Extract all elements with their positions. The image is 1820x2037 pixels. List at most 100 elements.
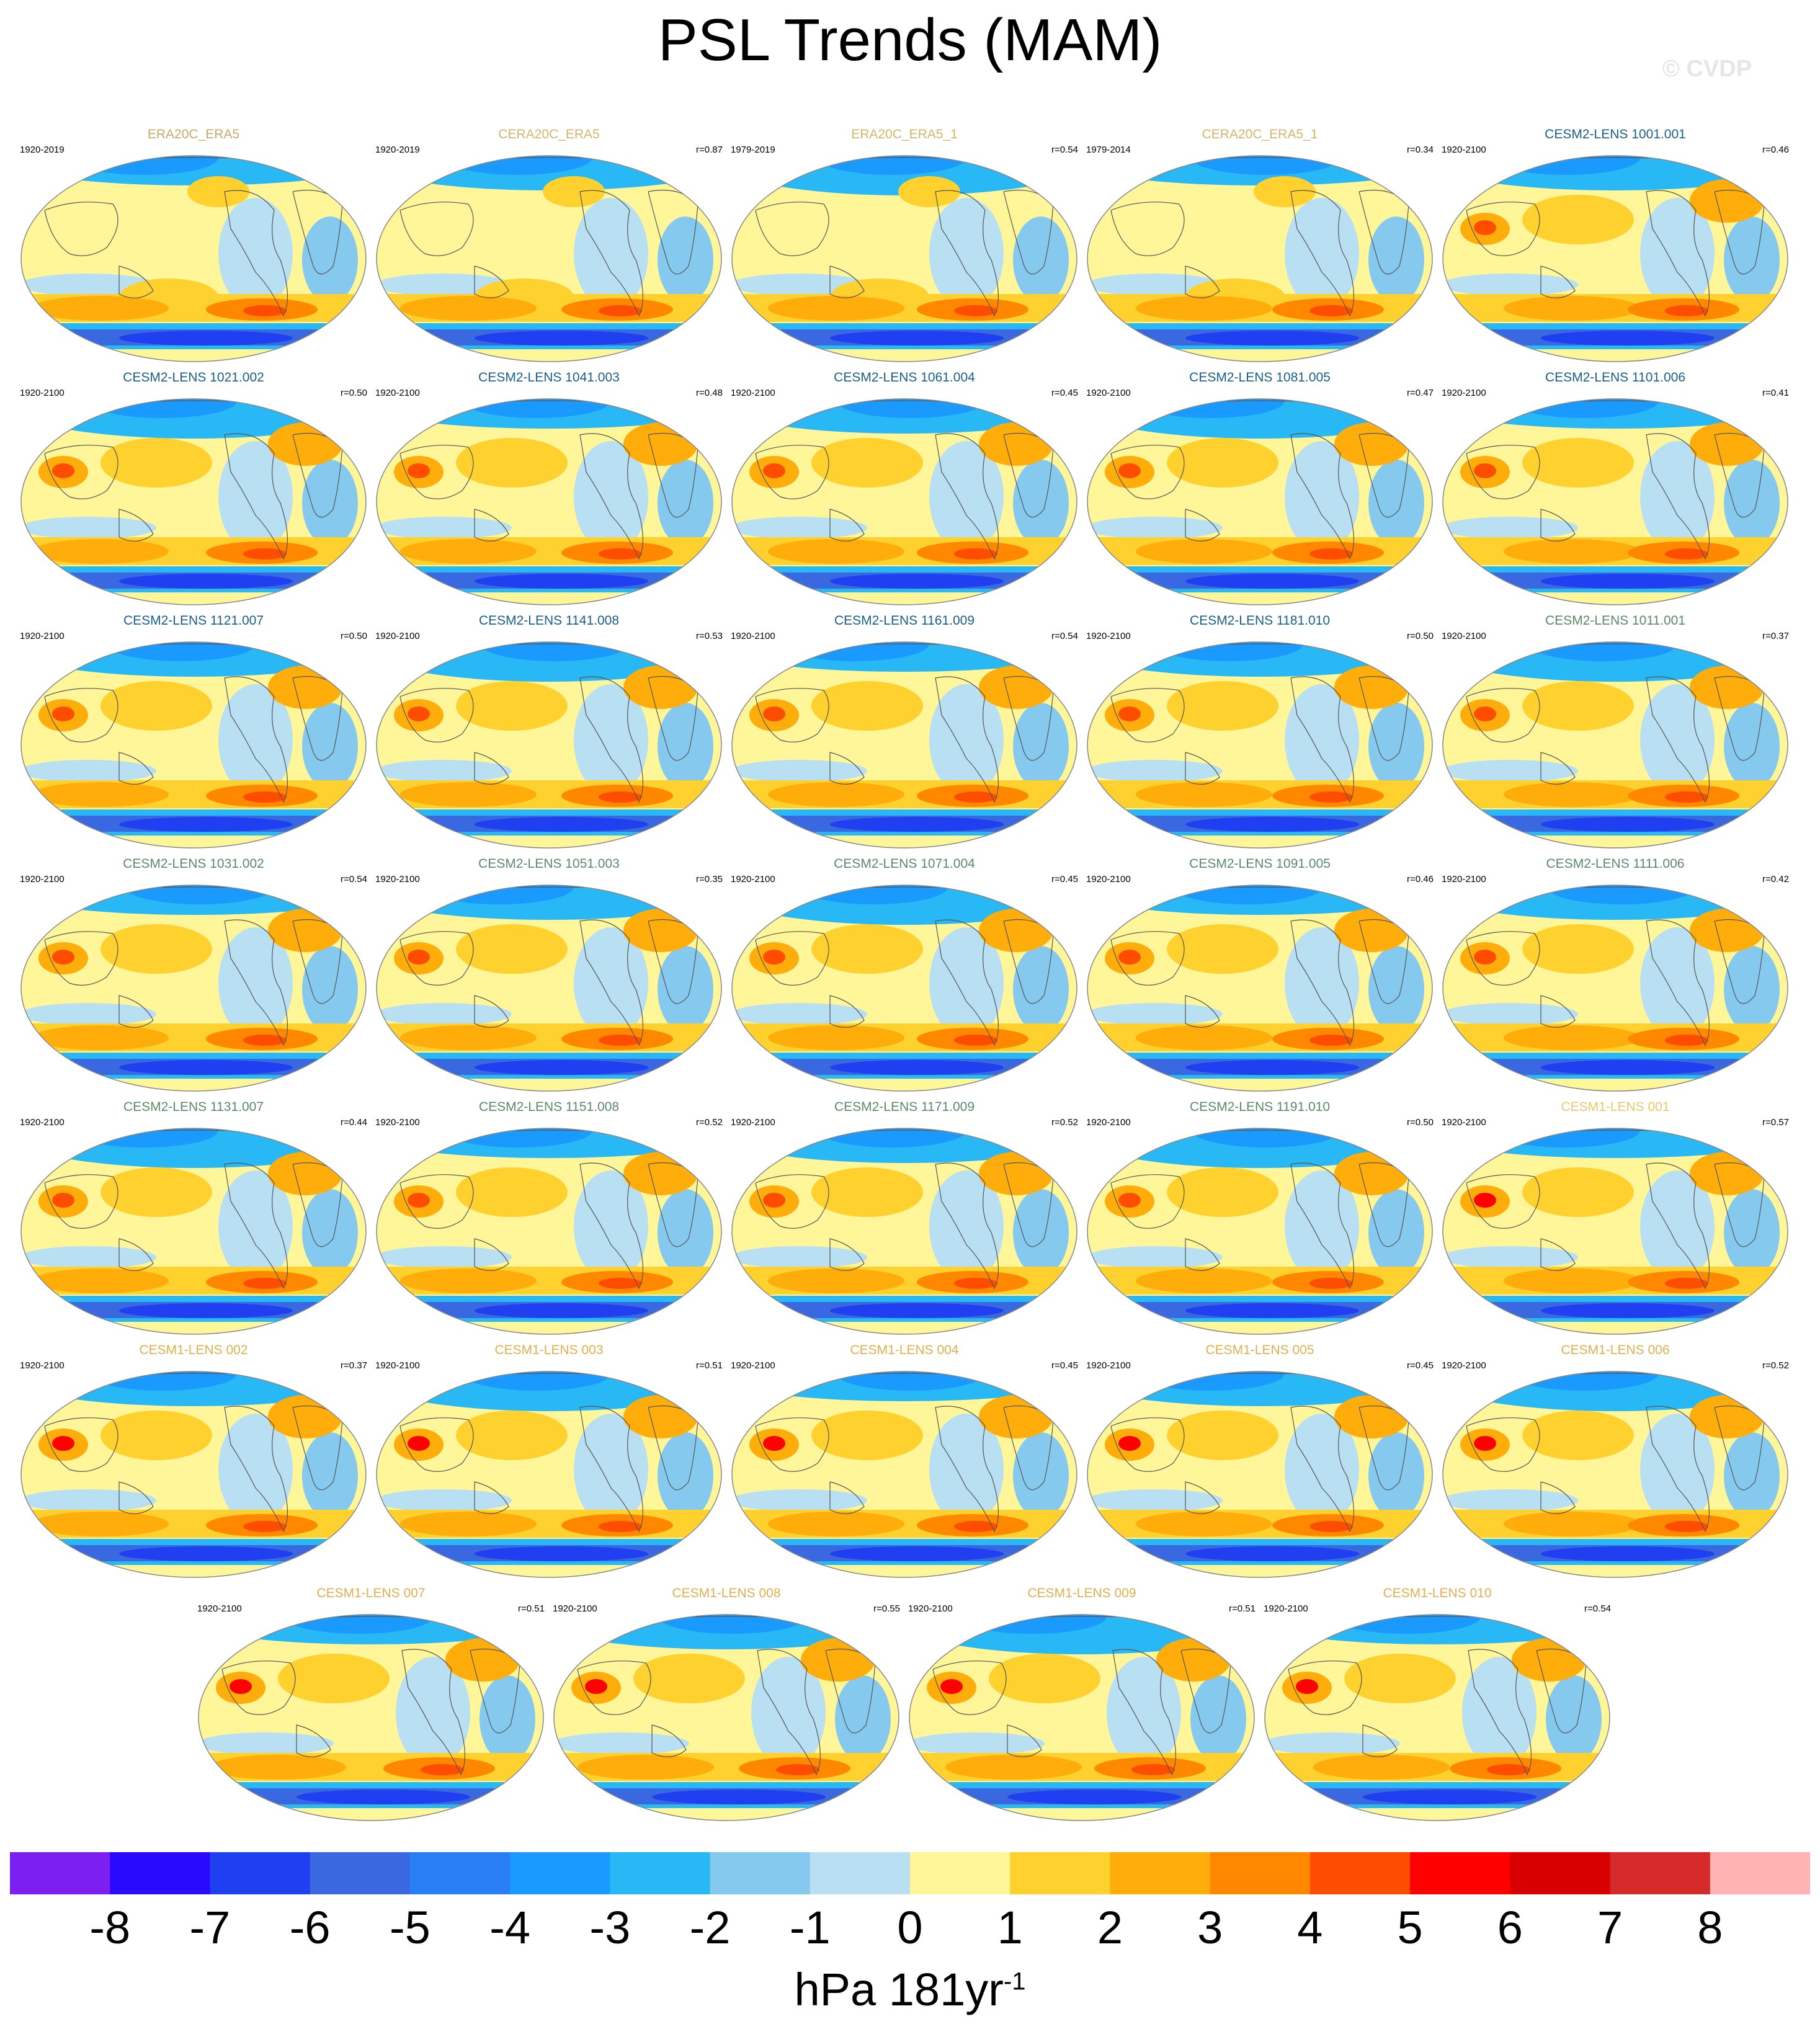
panel-years: 1920-2100 <box>375 1117 420 1128</box>
coastline-path <box>1110 445 1185 499</box>
asia-trend-core <box>1474 1193 1496 1208</box>
southern-ocean-peak <box>1185 331 1359 345</box>
panel-title: CESM2-LENS 1191.010 <box>1189 1100 1331 1114</box>
southern-midlat-core-1 <box>400 296 537 321</box>
panel-title: CESM2-LENS 1101.006 <box>1545 370 1686 385</box>
trend-map <box>909 1614 1255 1821</box>
southern-midlat-peak <box>954 548 997 559</box>
antarctic-trend <box>1087 1079 1432 1091</box>
map-border <box>198 1614 544 1821</box>
atlantic-trend-patch <box>1546 1675 1602 1762</box>
antarctic-trend <box>377 1079 721 1091</box>
map-panel: ERA20C_ERA5_1 1979-2019 r=0.54 <box>731 127 1078 363</box>
indian-ocean-trend-patch <box>21 517 156 539</box>
map-border <box>376 885 722 1092</box>
panel-title: CERA20C_ERA5 <box>498 127 600 141</box>
southern-ocean-peak <box>1541 1546 1715 1561</box>
north-pacific-trend <box>1344 1654 1456 1703</box>
panel-title: ERA20C_ERA5_1 <box>851 127 958 141</box>
map-border <box>1087 1128 1433 1335</box>
southern-midlat-peak <box>599 305 642 316</box>
trend-map <box>553 1614 899 1821</box>
coastline-path <box>1290 919 1354 1046</box>
indian-ocean-trend-patch <box>377 1489 512 1512</box>
trend-map <box>731 155 1077 362</box>
antarctic-trend-peak <box>780 592 830 602</box>
asia-trend-core <box>1296 1679 1318 1694</box>
colorbar-segment <box>1510 1852 1611 1894</box>
panel-correlation: r=0.41 <box>1762 388 1789 398</box>
colorbar-tick-label: -7 <box>189 1902 231 1953</box>
asia-trend-core <box>52 463 74 478</box>
panel-correlation: r=0.45 <box>1407 1360 1434 1371</box>
southern-midlat-core-1 <box>1504 539 1640 564</box>
coastline-path <box>399 202 474 256</box>
coastline-path <box>474 752 509 785</box>
tropical-trend-patch <box>1640 927 1715 1039</box>
map-border <box>731 885 1077 1092</box>
north-pacific-trend <box>1167 1167 1278 1217</box>
coastline-path <box>579 433 643 560</box>
panel-years: 1920-2100 <box>20 631 65 641</box>
tropical-trend-patch <box>218 684 293 796</box>
antarctic-trend <box>21 1322 366 1334</box>
southern-ocean-peak <box>475 817 648 832</box>
southern-ocean-peak <box>652 1790 826 1804</box>
panel-title: CESM2-LENS 1121.007 <box>123 613 264 628</box>
panel-correlation: r=0.51 <box>518 1603 545 1614</box>
southern-ocean-peak <box>1185 1546 1359 1561</box>
north-atlantic-trend <box>1334 1395 1409 1438</box>
coastline-path <box>1110 1417 1185 1472</box>
coastline-path <box>829 509 865 542</box>
north-atlantic-trend <box>1156 1638 1231 1682</box>
atlantic-trend-patch <box>1368 216 1424 303</box>
southern-ocean-peak <box>119 817 293 832</box>
map-panel: CERA20C_ERA5_1 1979-2014 r=0.34 <box>1086 127 1434 363</box>
southern-midlat-peak <box>243 1521 287 1532</box>
panel-title: CESM1-LENS 004 <box>850 1343 959 1357</box>
southern-ocean-peak <box>119 1303 293 1318</box>
panel-title: CESM2-LENS 1071.004 <box>834 857 975 871</box>
map-border <box>1442 398 1788 605</box>
north-atlantic-trend <box>979 1395 1053 1438</box>
map-border <box>1442 885 1788 1092</box>
asia-trend-core <box>585 1679 607 1694</box>
indian-ocean-trend-patch <box>377 274 512 296</box>
map-border <box>731 641 1077 849</box>
coastline-path <box>577 1660 651 1715</box>
southern-midlat-peak <box>1665 1521 1708 1532</box>
tropical-trend-patch <box>574 198 648 310</box>
southern-midlat-peak <box>1309 1035 1353 1046</box>
colorbar-segment <box>1610 1852 1711 1894</box>
coastline-path <box>1466 1417 1540 1472</box>
coastline-path <box>1646 433 1710 560</box>
panel-title: CESM1-LENS 002 <box>139 1343 248 1357</box>
map-border <box>909 1614 1255 1821</box>
panel-title: CESM2-LENS 1181.010 <box>1189 613 1331 628</box>
trend-map <box>20 155 367 362</box>
colorbar-tick-label: 7 <box>1597 1902 1623 1953</box>
antarctic-trend-peak <box>1491 592 1541 602</box>
trend-map <box>20 1371 367 1578</box>
coastline-path <box>118 509 154 542</box>
southern-midlat-core-1 <box>768 782 904 807</box>
panel-years: 1920-2100 <box>731 1360 775 1371</box>
coastline-path <box>757 1649 821 1776</box>
indian-ocean-trend-patch <box>732 760 867 782</box>
panel-title: CESM1-LENS 006 <box>1561 1343 1670 1357</box>
coastline-path <box>1112 1649 1176 1776</box>
atlantic-trend-patch <box>658 703 713 790</box>
colorbar-tick-label: 0 <box>897 1902 923 1953</box>
antarctic-trend <box>377 349 721 362</box>
north-atlantic-trend <box>1690 909 1764 952</box>
antarctic-trend-peak <box>69 592 119 602</box>
asia-trend-core <box>52 1193 74 1208</box>
map-border <box>1087 885 1433 1092</box>
tropical-trend-patch <box>1285 684 1359 796</box>
asia-trend-core <box>408 1193 430 1208</box>
north-pacific-trend <box>1167 1411 1278 1460</box>
panel-correlation: r=0.37 <box>341 1360 367 1371</box>
atlantic-trend-patch <box>302 946 358 1033</box>
north-pacific-trend <box>1167 924 1278 974</box>
panel-years: 1920-2100 <box>375 631 420 641</box>
